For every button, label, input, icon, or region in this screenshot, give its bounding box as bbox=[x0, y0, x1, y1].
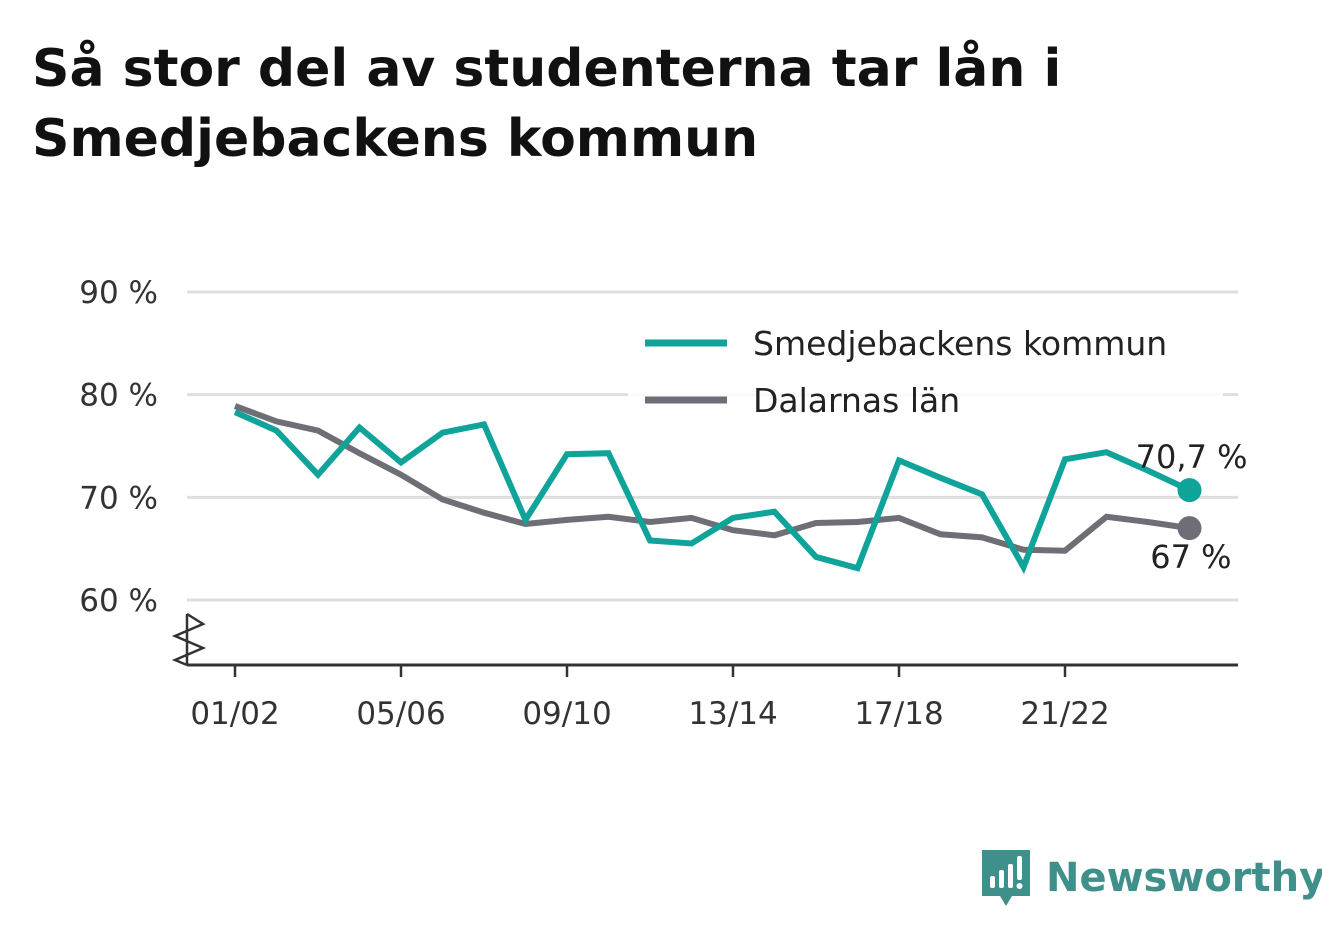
end-point-marker bbox=[1177, 478, 1202, 503]
chart-title: Så stor del av studenterna tar lån i Sme… bbox=[32, 39, 1062, 169]
series-lines bbox=[233, 403, 1191, 575]
brand-logo: Newsworthy bbox=[980, 846, 1322, 910]
series-line bbox=[233, 409, 1191, 575]
x-tick-label: 05/06 bbox=[356, 696, 445, 732]
x-tick-label: 17/18 bbox=[854, 696, 943, 732]
legend-label: Dalarnas län bbox=[753, 381, 960, 420]
axis-break-marker bbox=[171, 612, 207, 667]
y-tick-label: 90 % bbox=[79, 275, 158, 311]
legend-label: Smedjebackens kommun bbox=[753, 324, 1167, 363]
end-labels: 70,7 % 67 % bbox=[1136, 438, 1248, 576]
brand-name: Newsworthy bbox=[1046, 855, 1322, 901]
x-tick-label: 13/14 bbox=[688, 696, 777, 732]
x-tick-label: 09/10 bbox=[522, 696, 611, 732]
y-tick-label: 70 % bbox=[79, 480, 158, 516]
end-value-label: 70,7 % bbox=[1136, 438, 1248, 476]
end-point-marker bbox=[1177, 516, 1202, 541]
x-tick-label: 01/02 bbox=[190, 696, 279, 732]
x-tick-label: 21/22 bbox=[1020, 696, 1109, 732]
newsworthy-logo-icon bbox=[982, 850, 1030, 906]
legend: Smedjebackens kommun Dalarnas län bbox=[628, 318, 1223, 430]
y-tick-label: 80 % bbox=[79, 378, 158, 414]
y-tick-label: 60 % bbox=[79, 583, 158, 619]
chart-axes: 60 % 70 % 80 % 90 % 01/02 05/06 09/10 13/14 17/1… bbox=[79, 275, 1238, 732]
end-value-label: 67 % bbox=[1150, 538, 1231, 576]
legend-box bbox=[628, 318, 1223, 430]
